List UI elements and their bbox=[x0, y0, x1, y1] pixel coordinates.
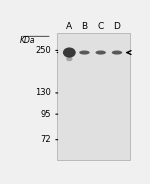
Ellipse shape bbox=[66, 56, 72, 61]
Ellipse shape bbox=[112, 50, 122, 55]
Text: B: B bbox=[81, 22, 87, 31]
Text: 72: 72 bbox=[40, 135, 51, 144]
Text: KDa: KDa bbox=[20, 36, 35, 45]
Text: 250: 250 bbox=[35, 46, 51, 55]
Text: D: D bbox=[114, 22, 120, 31]
Ellipse shape bbox=[95, 50, 106, 55]
Text: 130: 130 bbox=[35, 89, 51, 97]
Text: C: C bbox=[98, 22, 104, 31]
Text: 95: 95 bbox=[40, 110, 51, 119]
Bar bbox=[57, 33, 130, 160]
Ellipse shape bbox=[63, 47, 76, 58]
Text: A: A bbox=[66, 22, 72, 31]
Ellipse shape bbox=[79, 50, 90, 55]
